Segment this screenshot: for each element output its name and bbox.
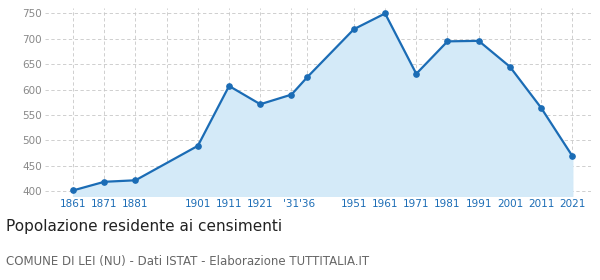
Text: Popolazione residente ai censimenti: Popolazione residente ai censimenti bbox=[6, 219, 282, 234]
Text: COMUNE DI LEI (NU) - Dati ISTAT - Elaborazione TUTTITALIA.IT: COMUNE DI LEI (NU) - Dati ISTAT - Elabor… bbox=[6, 255, 369, 268]
